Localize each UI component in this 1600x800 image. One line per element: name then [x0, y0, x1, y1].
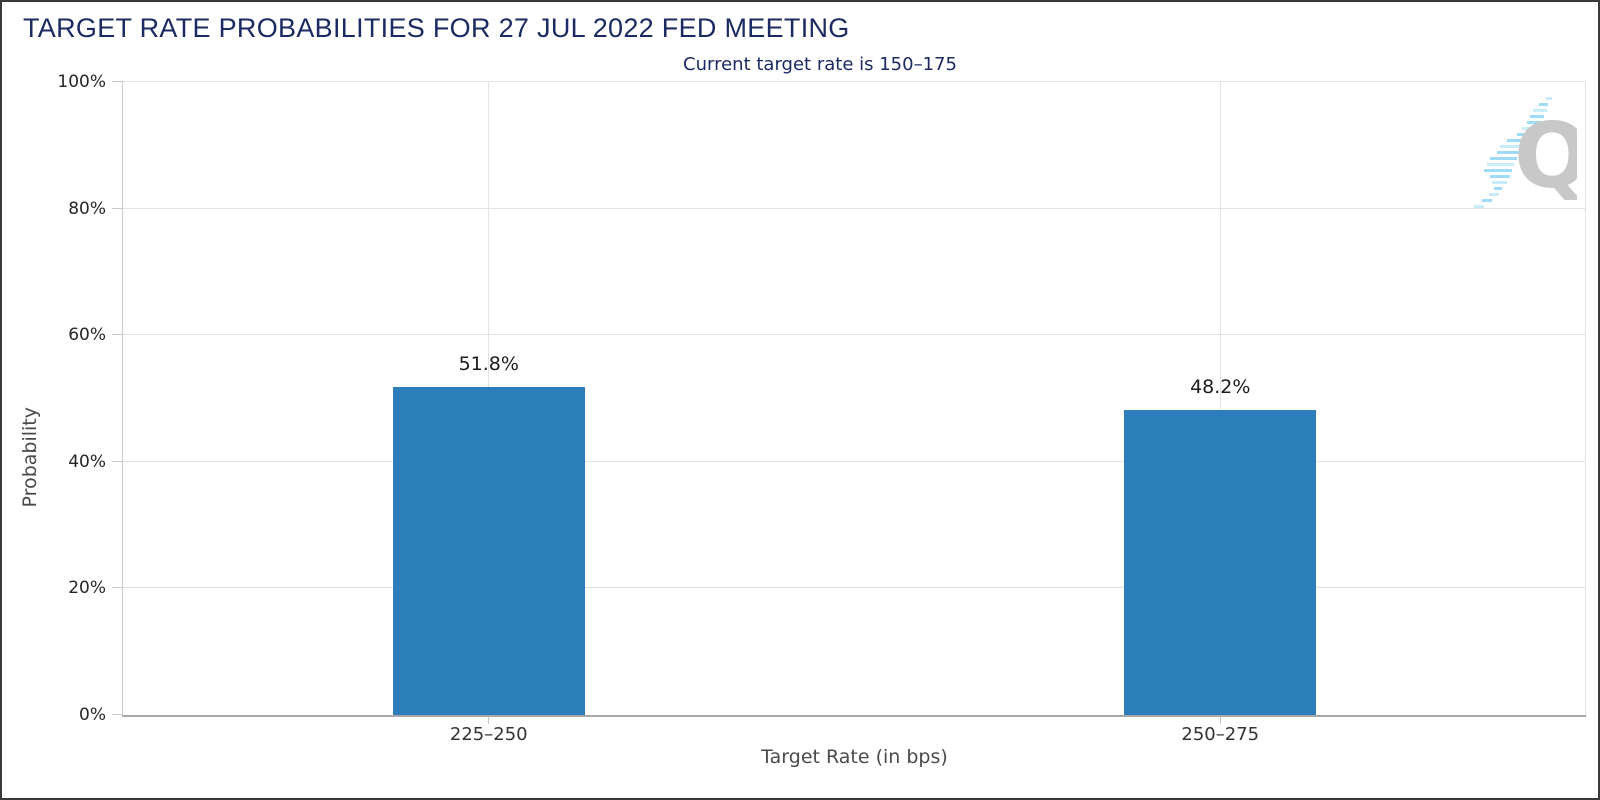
h-gridline: [123, 587, 1586, 589]
x-category-label: 250–275: [1181, 724, 1260, 745]
y-tick-mark: [112, 460, 123, 462]
watermark-q-letter: Q: [1514, 104, 1577, 209]
y-tick-label: 0%: [79, 705, 106, 725]
y-tick-label: 40%: [68, 451, 106, 472]
y-tick-label: 60%: [68, 325, 106, 346]
y-tick-mark: [112, 81, 123, 82]
x-tick-mark: [1219, 717, 1221, 724]
y-tick-mark: [112, 334, 123, 336]
y-tick-mark: [112, 587, 123, 589]
x-category-label: 225–250: [449, 724, 528, 745]
y-tick-label: 100%: [57, 72, 106, 92]
x-tick-mark: [488, 717, 490, 724]
h-gridline: [123, 460, 1586, 462]
h-gridline: [123, 207, 1586, 209]
y-tick-mark: [112, 207, 123, 209]
chart-subtitle: Current target rate is 150–175: [683, 54, 957, 75]
chart-bar[interactable]: [392, 387, 585, 715]
h-gridline: [123, 81, 1586, 82]
q-watermark-logo: Q: [1474, 97, 1577, 209]
bar-value-label: 51.8%: [458, 353, 519, 376]
bar-value-label: 48.2%: [1190, 375, 1251, 398]
watermark-speed-dashes: [1474, 97, 1552, 208]
plot-right-gridline: [1585, 82, 1586, 715]
plot-area: Target Rate (in bps): [57, 72, 1586, 768]
y-tick-label: 20%: [68, 578, 106, 599]
x-axis-title: Target Rate (in bps): [761, 746, 948, 768]
y-tick-label: 80%: [68, 198, 106, 219]
y-tick-mark: [112, 714, 123, 715]
page-title: TARGET RATE PROBABILITIES FOR 27 JUL 202…: [23, 13, 850, 43]
y-axis-title: Probability: [19, 407, 41, 508]
chart-bar[interactable]: [1124, 409, 1317, 715]
h-gridline: [123, 334, 1586, 336]
category-gridline: [1219, 82, 1221, 715]
